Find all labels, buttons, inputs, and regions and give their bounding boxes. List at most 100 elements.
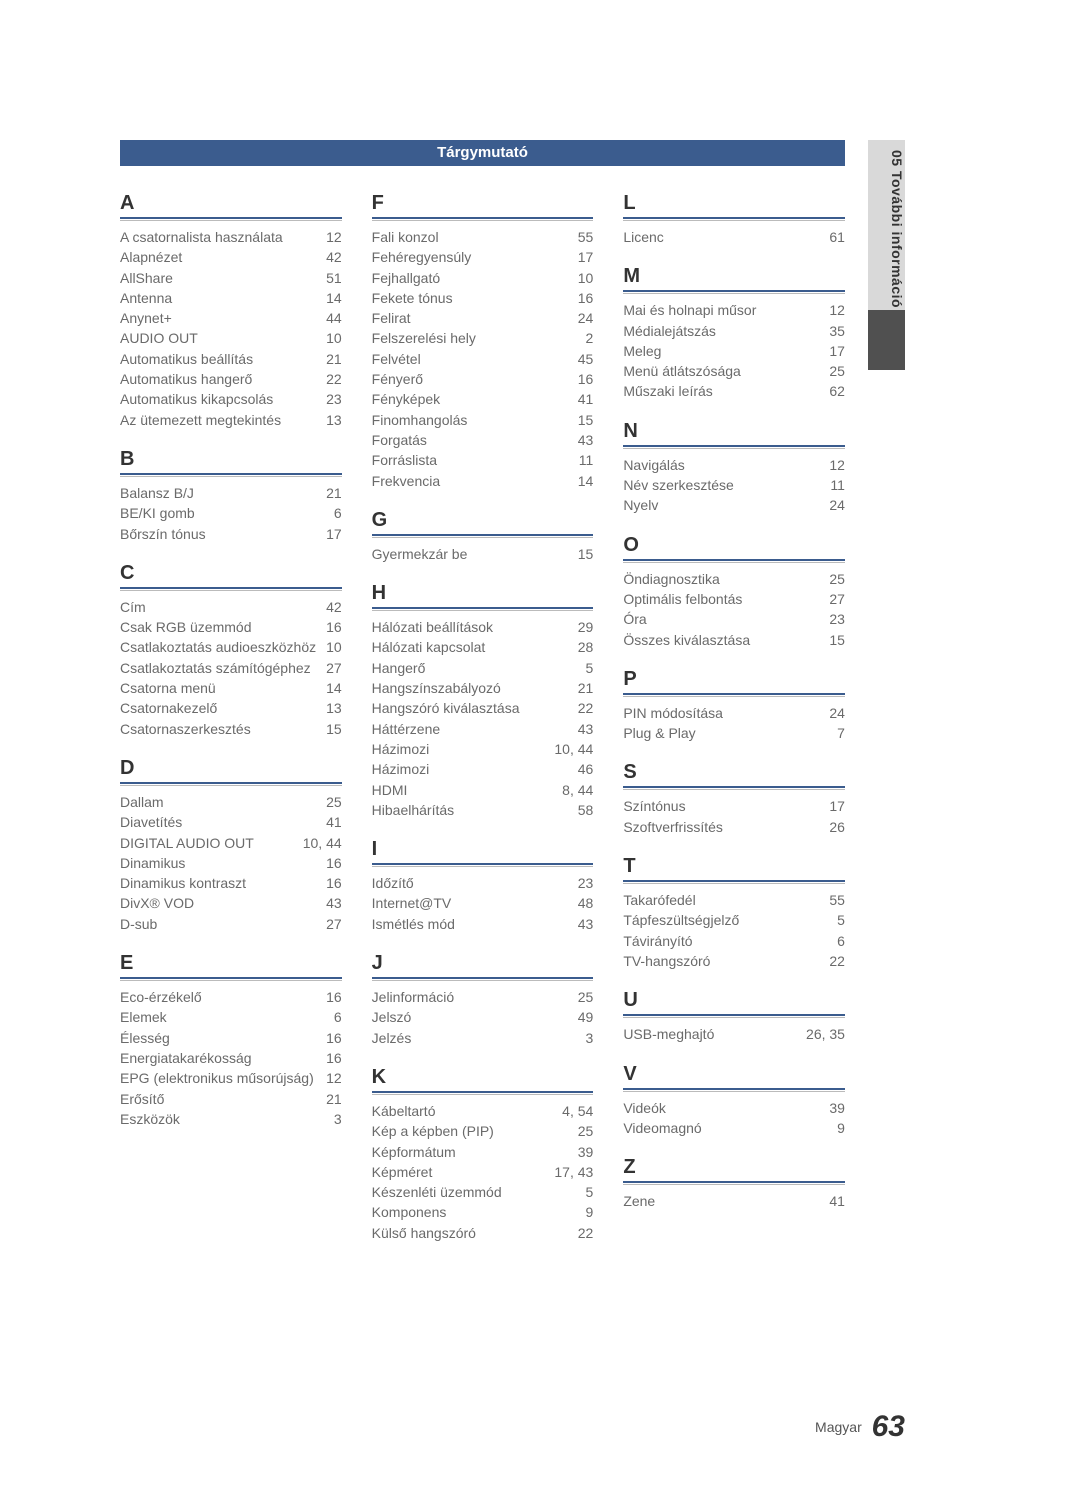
index-row: Videók39 [623,1098,845,1118]
index-row: Automatikus hangerő22 [120,369,342,389]
index-term: Jelszó [372,1007,412,1027]
index-term: Energiatakarékosság [120,1048,252,1068]
index-term: Képformátum [372,1142,456,1162]
index-term: Mai és holnapi műsor [623,300,756,320]
index-page: 3 [326,1109,342,1129]
index-term: Licenc [623,227,663,247]
index-page: 21 [318,483,342,503]
index-row: EPG (elektronikus műsorújság)12 [120,1068,342,1088]
index-page: 12 [318,1068,342,1088]
index-term: A csatornalista használata [120,227,283,247]
index-term: Készenléti üzemmód [372,1182,502,1202]
index-row: Kábeltartó 4, 54 [372,1101,594,1121]
index-row: D-sub 27 [120,914,342,934]
index-page: 61 [821,227,845,247]
index-page: 42 [318,597,342,617]
index-section: ZZene41 [623,1156,845,1211]
index-page: 39 [570,1142,594,1162]
index-term: Zene [623,1191,655,1211]
index-row: Műszaki leírás62 [623,381,845,401]
index-term: Hangszóró kiválasztása [372,698,520,718]
index-row: Csatlakoztatás audioeszközhöz10 [120,637,342,657]
section-rule [623,1088,845,1092]
index-term: D-sub [120,914,157,934]
section-rule [623,693,845,697]
index-term: Hangerő [372,658,426,678]
index-row: Felirat24 [372,308,594,328]
index-row: Hálózati kapcsolat28 [372,637,594,657]
index-letter: I [372,838,594,863]
index-page: 22 [570,1223,594,1243]
section-rule [623,880,845,884]
index-row: Videomagnó9 [623,1118,845,1138]
index-page: 9 [578,1202,594,1222]
index-term: Időzítő [372,873,414,893]
index-row: Dinamikus16 [120,853,342,873]
index-row: Házimozi46 [372,759,594,779]
index-row: Forráslista11 [372,450,594,470]
index-term: Forráslista [372,450,437,470]
index-term: Diavetítés [120,812,182,832]
index-page: 39 [821,1098,845,1118]
index-page: 46 [570,759,594,779]
index-section: AA csatornalista használata12Alapnézet42… [120,192,342,430]
index-section: VVideók39Videomagnó9 [623,1063,845,1139]
index-letter: L [623,192,845,217]
index-term: Optimális felbontás [623,589,742,609]
index-page: 27 [318,914,342,934]
index-term: Hálózati beállítások [372,617,493,637]
index-row: Optimális felbontás27 [623,589,845,609]
index-page: 25 [570,1121,594,1141]
index-page: 16 [318,1048,342,1068]
index-term: BE/KI gomb [120,503,195,523]
section-rule [372,607,594,611]
index-term: Takarófedél [623,890,695,910]
section-rule [372,534,594,538]
index-row: Frekvencia14 [372,471,594,491]
index-letter: H [372,582,594,607]
index-row: Cím42 [120,597,342,617]
footer-label: Magyar [815,1419,862,1435]
index-row: Óra23 [623,609,845,629]
index-term: Plug & Play [623,723,695,743]
index-page: 16 [318,873,342,893]
index-term: USB-meghajtó [623,1024,714,1044]
index-page: 6 [326,503,342,523]
index-page: 4, 54 [554,1101,593,1121]
index-term: Fényerő [372,369,423,389]
index-row: Képméret17, 43 [372,1162,594,1182]
index-term: Fehéregyensúly [372,247,472,267]
index-row: A csatornalista használata12 [120,227,342,247]
index-row: Plug & Play7 [623,723,845,743]
index-term: Kábeltartó [372,1101,436,1121]
index-row: Színtónus17 [623,796,845,816]
index-term: Hálózati kapcsolat [372,637,486,657]
index-row: Bőrszín tónus17 [120,524,342,544]
index-page: 16 [570,369,594,389]
index-page: 10, 44 [546,739,593,759]
index-term: Erősítő [120,1089,164,1109]
index-term: AUDIO OUT [120,328,198,348]
index-row: Licenc 61 [623,227,845,247]
index-term: DIGITAL AUDIO OUT [120,833,254,853]
index-term: Fejhallgató [372,268,441,288]
index-letter: N [623,420,845,445]
index-term: Felvétel [372,349,421,369]
index-term: Bőrszín tónus [120,524,206,544]
index-page: 55 [821,890,845,910]
index-page: 22 [318,369,342,389]
index-row: Az ütemezett megtekintés13 [120,410,342,430]
index-page: 58 [570,800,594,820]
index-section: DDallam25Diavetítés41DIGITAL AUDIO OUT10… [120,757,342,934]
index-page: 16 [318,987,342,1007]
section-rule [120,217,342,221]
index-term: Jelzés [372,1028,412,1048]
index-page: 8, 44 [554,780,593,800]
index-term: Automatikus beállítás [120,349,253,369]
index-page: 16 [570,288,594,308]
index-section: PPIN módosítása24Plug & Play7 [623,668,845,744]
index-row: Komponens9 [372,1202,594,1222]
section-rule [623,445,845,449]
index-page: 22 [821,951,845,971]
index-row: Hálózati beállítások29 [372,617,594,637]
